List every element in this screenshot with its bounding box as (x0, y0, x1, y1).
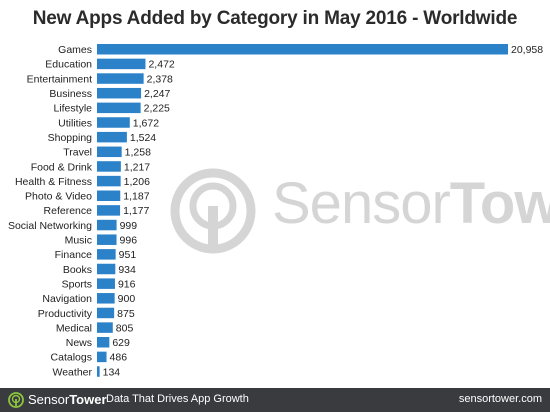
bar (97, 175, 121, 187)
bar (97, 293, 115, 304)
bar (97, 263, 116, 275)
data-label: 875 (117, 308, 135, 320)
bar (97, 161, 121, 172)
data-label: 1,258 (125, 147, 151, 159)
category-label: Food & Drink (31, 161, 93, 173)
bar (97, 366, 100, 377)
bar (97, 44, 508, 55)
bar (97, 146, 122, 158)
data-label: 1,187 (123, 191, 149, 203)
data-label: 916 (118, 278, 136, 290)
data-label: 1,672 (133, 117, 159, 129)
sensortower-logo-icon (170, 168, 256, 254)
data-label: 805 (116, 322, 134, 334)
data-label: 951 (119, 249, 137, 261)
bar (97, 205, 121, 216)
sensortower-logo-icon (8, 392, 24, 408)
data-label: 2,225 (144, 103, 170, 115)
data-label: 2,472 (148, 59, 174, 71)
data-label: 900 (118, 293, 136, 305)
category-label: Utilities (58, 117, 92, 129)
bar (97, 307, 115, 319)
data-label: 1,206 (124, 176, 150, 188)
bar (97, 337, 110, 348)
category-label: Weather (53, 366, 93, 378)
footer-bar: SensorTower Data That Drives App Growth … (0, 388, 550, 412)
bar (97, 58, 146, 70)
data-label: 999 (120, 220, 138, 232)
data-label: 996 (120, 235, 138, 247)
category-label: Business (49, 88, 92, 100)
category-label: Music (65, 235, 92, 247)
data-label: 2,247 (144, 88, 170, 100)
data-label: 2,378 (147, 73, 173, 85)
chart-title: New Apps Added by Category in May 2016 -… (32, 8, 518, 29)
bar (97, 249, 116, 260)
footer-url: sensortower.com (458, 393, 542, 405)
bar (97, 131, 127, 143)
data-label: 20,958 (511, 44, 543, 56)
data-label: 934 (118, 264, 136, 276)
sensortower-watermark: SensorTower (170, 168, 550, 254)
bar-chart: Games 20,958 Education 2,472 Entertainment 2,… (8, 44, 543, 378)
data-label: 629 (112, 337, 130, 349)
category-label: Sports (62, 278, 92, 290)
bar (97, 219, 117, 231)
data-label: 1,177 (123, 205, 149, 217)
category-label: Productivity (38, 308, 93, 320)
bar (97, 117, 130, 128)
bar (97, 73, 144, 84)
category-label: Catalogs (51, 352, 92, 364)
bar (97, 351, 107, 363)
category-label: Shopping (48, 132, 93, 144)
bar (97, 234, 117, 245)
category-label: Medical (56, 322, 92, 334)
category-label: Photo & Video (25, 191, 92, 203)
category-label: Social Networking (8, 220, 92, 232)
bar (97, 190, 121, 201)
category-label: Books (63, 264, 92, 276)
bar (97, 322, 113, 333)
category-label: Education (45, 59, 92, 71)
category-label: Entertainment (27, 73, 92, 85)
category-label: Lifestyle (53, 103, 92, 115)
category-label: Games (58, 44, 92, 56)
data-label: 1,217 (124, 161, 150, 173)
data-label: 486 (110, 352, 128, 364)
footer-brand: SensorTower (28, 392, 107, 407)
category-label: Reference (44, 205, 93, 217)
category-label: Finance (55, 249, 93, 261)
bar (97, 278, 115, 289)
category-label: Navigation (42, 293, 92, 305)
footer-tagline: Data That Drives App Growth (106, 393, 249, 405)
data-label: 134 (103, 366, 121, 378)
category-label: Travel (63, 147, 92, 159)
data-label: 1,524 (130, 132, 156, 144)
bar (97, 102, 141, 114)
category-label: News (66, 337, 92, 349)
bar (97, 87, 142, 99)
category-label: Health & Fitness (15, 176, 92, 188)
